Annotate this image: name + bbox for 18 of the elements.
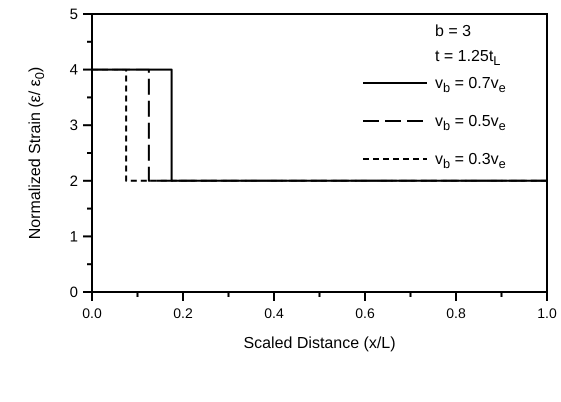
- legend-label: v$_{b}$ = 0.7v$_{e}$: [435, 75, 506, 95]
- y-tick-label: 5: [70, 6, 78, 23]
- legend-label: v$_{b}$ = 0.5v$_{e}$: [435, 113, 506, 133]
- x-tick-label: 0.8: [446, 305, 466, 321]
- y-tick-label: 3: [70, 117, 78, 134]
- x-axis-title: Scaled Distance (x/L): [243, 335, 396, 352]
- y-tick-label: 1: [70, 228, 78, 246]
- x-tick-label: 0.4: [264, 305, 284, 321]
- y-tick-label: 0: [70, 284, 78, 301]
- annotation: b = 3: [435, 23, 472, 40]
- annotation: t = 1.25t$_{L}$: [435, 48, 500, 68]
- x-tick-label: 0.2: [173, 305, 193, 321]
- x-tick-label: 0.6: [355, 305, 375, 321]
- legend-label: v$_{b}$ = 0.3v$_{e}$: [435, 151, 506, 171]
- x-tick-label: 0.0: [82, 305, 102, 321]
- x-tick-label: 1.0: [537, 305, 557, 321]
- y-tick-label: 4: [70, 62, 78, 79]
- y-tick-label: 2: [70, 172, 78, 190]
